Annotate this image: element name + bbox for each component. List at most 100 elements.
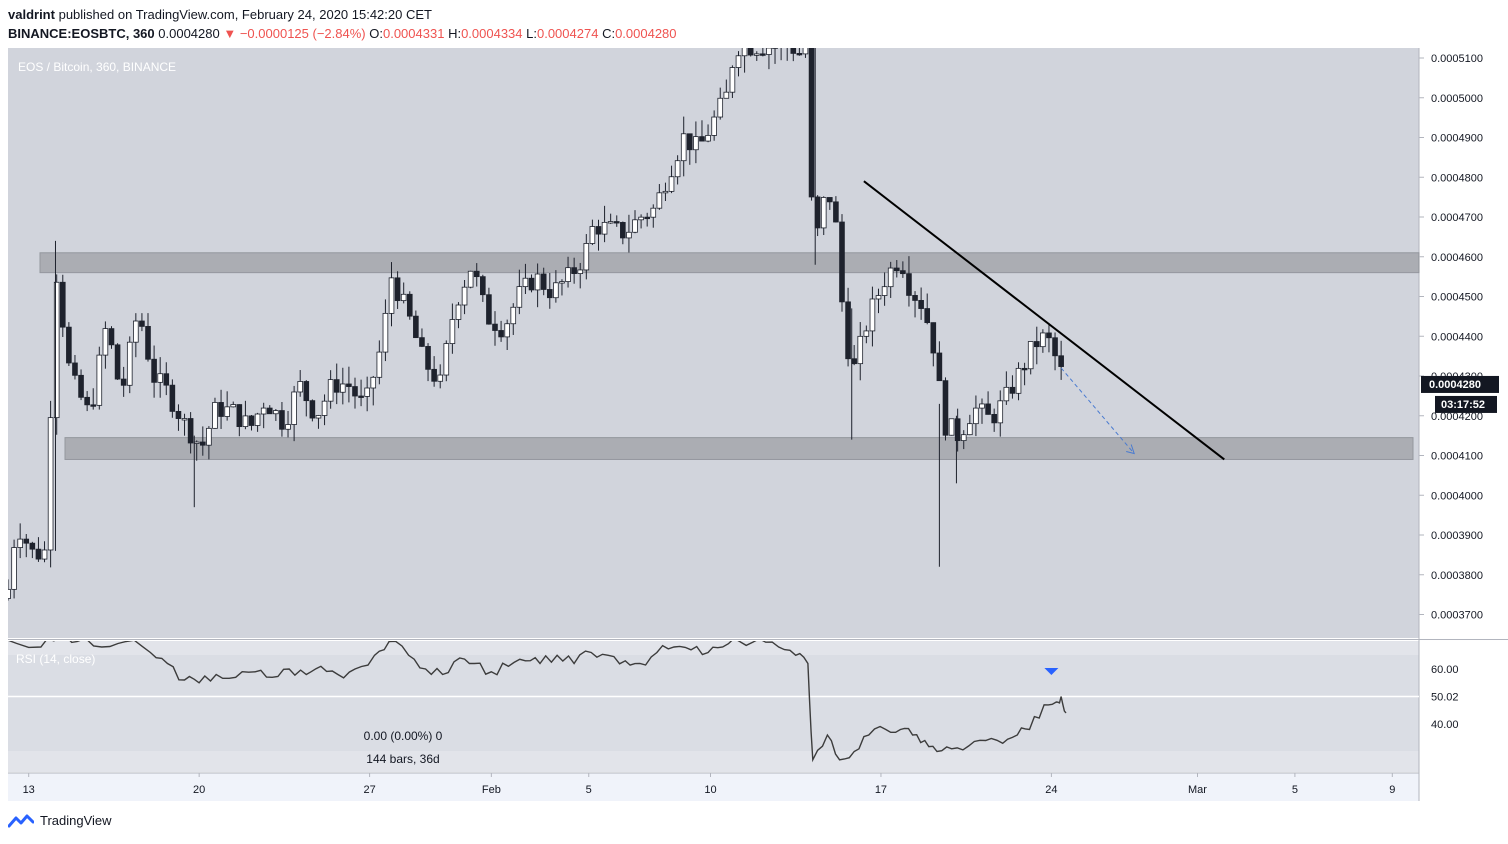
- candle-body: [814, 196, 821, 229]
- countdown-tag: [1435, 395, 1497, 413]
- candle-body: [340, 383, 346, 393]
- candle-body: [766, 48, 772, 55]
- candle: [102, 321, 109, 369]
- candle: [753, 51, 760, 61]
- candle: [114, 343, 121, 380]
- candle: [492, 311, 498, 346]
- candle: [693, 121, 699, 164]
- candle: [297, 370, 303, 397]
- candle-body: [735, 55, 742, 68]
- candle: [906, 256, 912, 307]
- projection-arrow-line: [1060, 367, 1135, 454]
- candle: [534, 263, 541, 308]
- x-tick-label: 10: [704, 784, 716, 796]
- candle: [857, 322, 864, 381]
- x-tick-label: 27: [363, 784, 375, 796]
- candle: [680, 116, 687, 177]
- candle-body: [169, 384, 176, 412]
- published-text: published on TradingView.com, February 2…: [58, 7, 432, 22]
- candle: [613, 215, 620, 227]
- candle: [650, 204, 657, 228]
- candle-body: [705, 135, 711, 142]
- candle-body: [133, 320, 139, 343]
- price-axis: [1419, 48, 1508, 801]
- candle-body: [948, 418, 955, 436]
- candle-body: [431, 368, 437, 382]
- candle: [979, 398, 985, 424]
- candle: [145, 313, 151, 362]
- candle: [711, 110, 717, 141]
- x-tick-label: Mar: [1188, 784, 1207, 796]
- candle-body: [802, 48, 809, 55]
- candle: [139, 313, 145, 332]
- candle-body: [187, 418, 194, 444]
- candle: [480, 274, 486, 302]
- candle-body: [973, 407, 979, 425]
- candle: [120, 366, 127, 397]
- candle: [705, 124, 711, 143]
- candle-body: [693, 136, 699, 151]
- descending-trendline: [863, 180, 1225, 461]
- candle: [1040, 329, 1046, 353]
- candle: [869, 286, 876, 347]
- candle: [321, 394, 328, 426]
- candle: [900, 261, 906, 278]
- candle: [175, 404, 182, 431]
- candle-body: [869, 298, 876, 332]
- candle: [248, 414, 255, 431]
- low-value: 0.0004274: [536, 26, 599, 41]
- candle-body: [668, 176, 675, 192]
- candle-body: [918, 300, 924, 309]
- candle: [157, 357, 163, 398]
- candle: [839, 214, 845, 312]
- candle-body: [461, 286, 468, 306]
- candle-body: [1021, 367, 1028, 371]
- candle: [59, 274, 66, 337]
- candle-body: [327, 379, 334, 402]
- y-tick-label: 0.0003900: [1431, 530, 1483, 542]
- candle: [400, 282, 407, 304]
- candle-body: [1009, 386, 1016, 394]
- candle: [260, 402, 267, 429]
- x-tick-label: 20: [193, 784, 205, 796]
- candle-body: [17, 538, 23, 548]
- candle-body: [729, 67, 736, 93]
- x-tick-label: 13: [23, 784, 35, 796]
- candle: [942, 377, 949, 441]
- candle: [467, 270, 474, 289]
- candle-body: [863, 330, 870, 337]
- candle: [78, 369, 84, 401]
- candle: [656, 184, 663, 210]
- candle: [279, 402, 285, 437]
- open-label: O:: [369, 26, 383, 41]
- current-price-tag: [1421, 375, 1499, 393]
- candle: [181, 413, 188, 436]
- countdown-label: 03:17:52: [1441, 399, 1485, 411]
- candle-body: [492, 323, 498, 331]
- candle-body: [772, 48, 778, 49]
- candle: [620, 221, 626, 245]
- footer-brand[interactable]: TradingView: [8, 813, 112, 828]
- candle: [1033, 326, 1040, 365]
- close-label: C:: [602, 26, 616, 41]
- chart-title: EOS / Bitcoin, 360, BINANCE: [18, 60, 176, 74]
- current-price-label: 0.0004280: [1429, 379, 1481, 391]
- candle-body: [741, 48, 748, 57]
- candle: [84, 391, 90, 412]
- candle-body: [8, 588, 11, 600]
- candle-body: [212, 402, 218, 429]
- y-tick-label: 0.0004500: [1431, 292, 1483, 304]
- candle-body: [315, 415, 322, 419]
- candle-body: [96, 354, 103, 406]
- candle-body: [230, 404, 237, 408]
- candle: [108, 326, 115, 349]
- y-tick-label: 0.0003800: [1431, 570, 1483, 582]
- candle-body: [224, 406, 230, 417]
- candle-body: [565, 267, 571, 282]
- candle: [346, 366, 352, 403]
- author-name[interactable]: valdrint: [8, 7, 55, 22]
- candle-body: [1033, 341, 1040, 348]
- support-zone: [64, 437, 1414, 460]
- candle: [1003, 371, 1010, 405]
